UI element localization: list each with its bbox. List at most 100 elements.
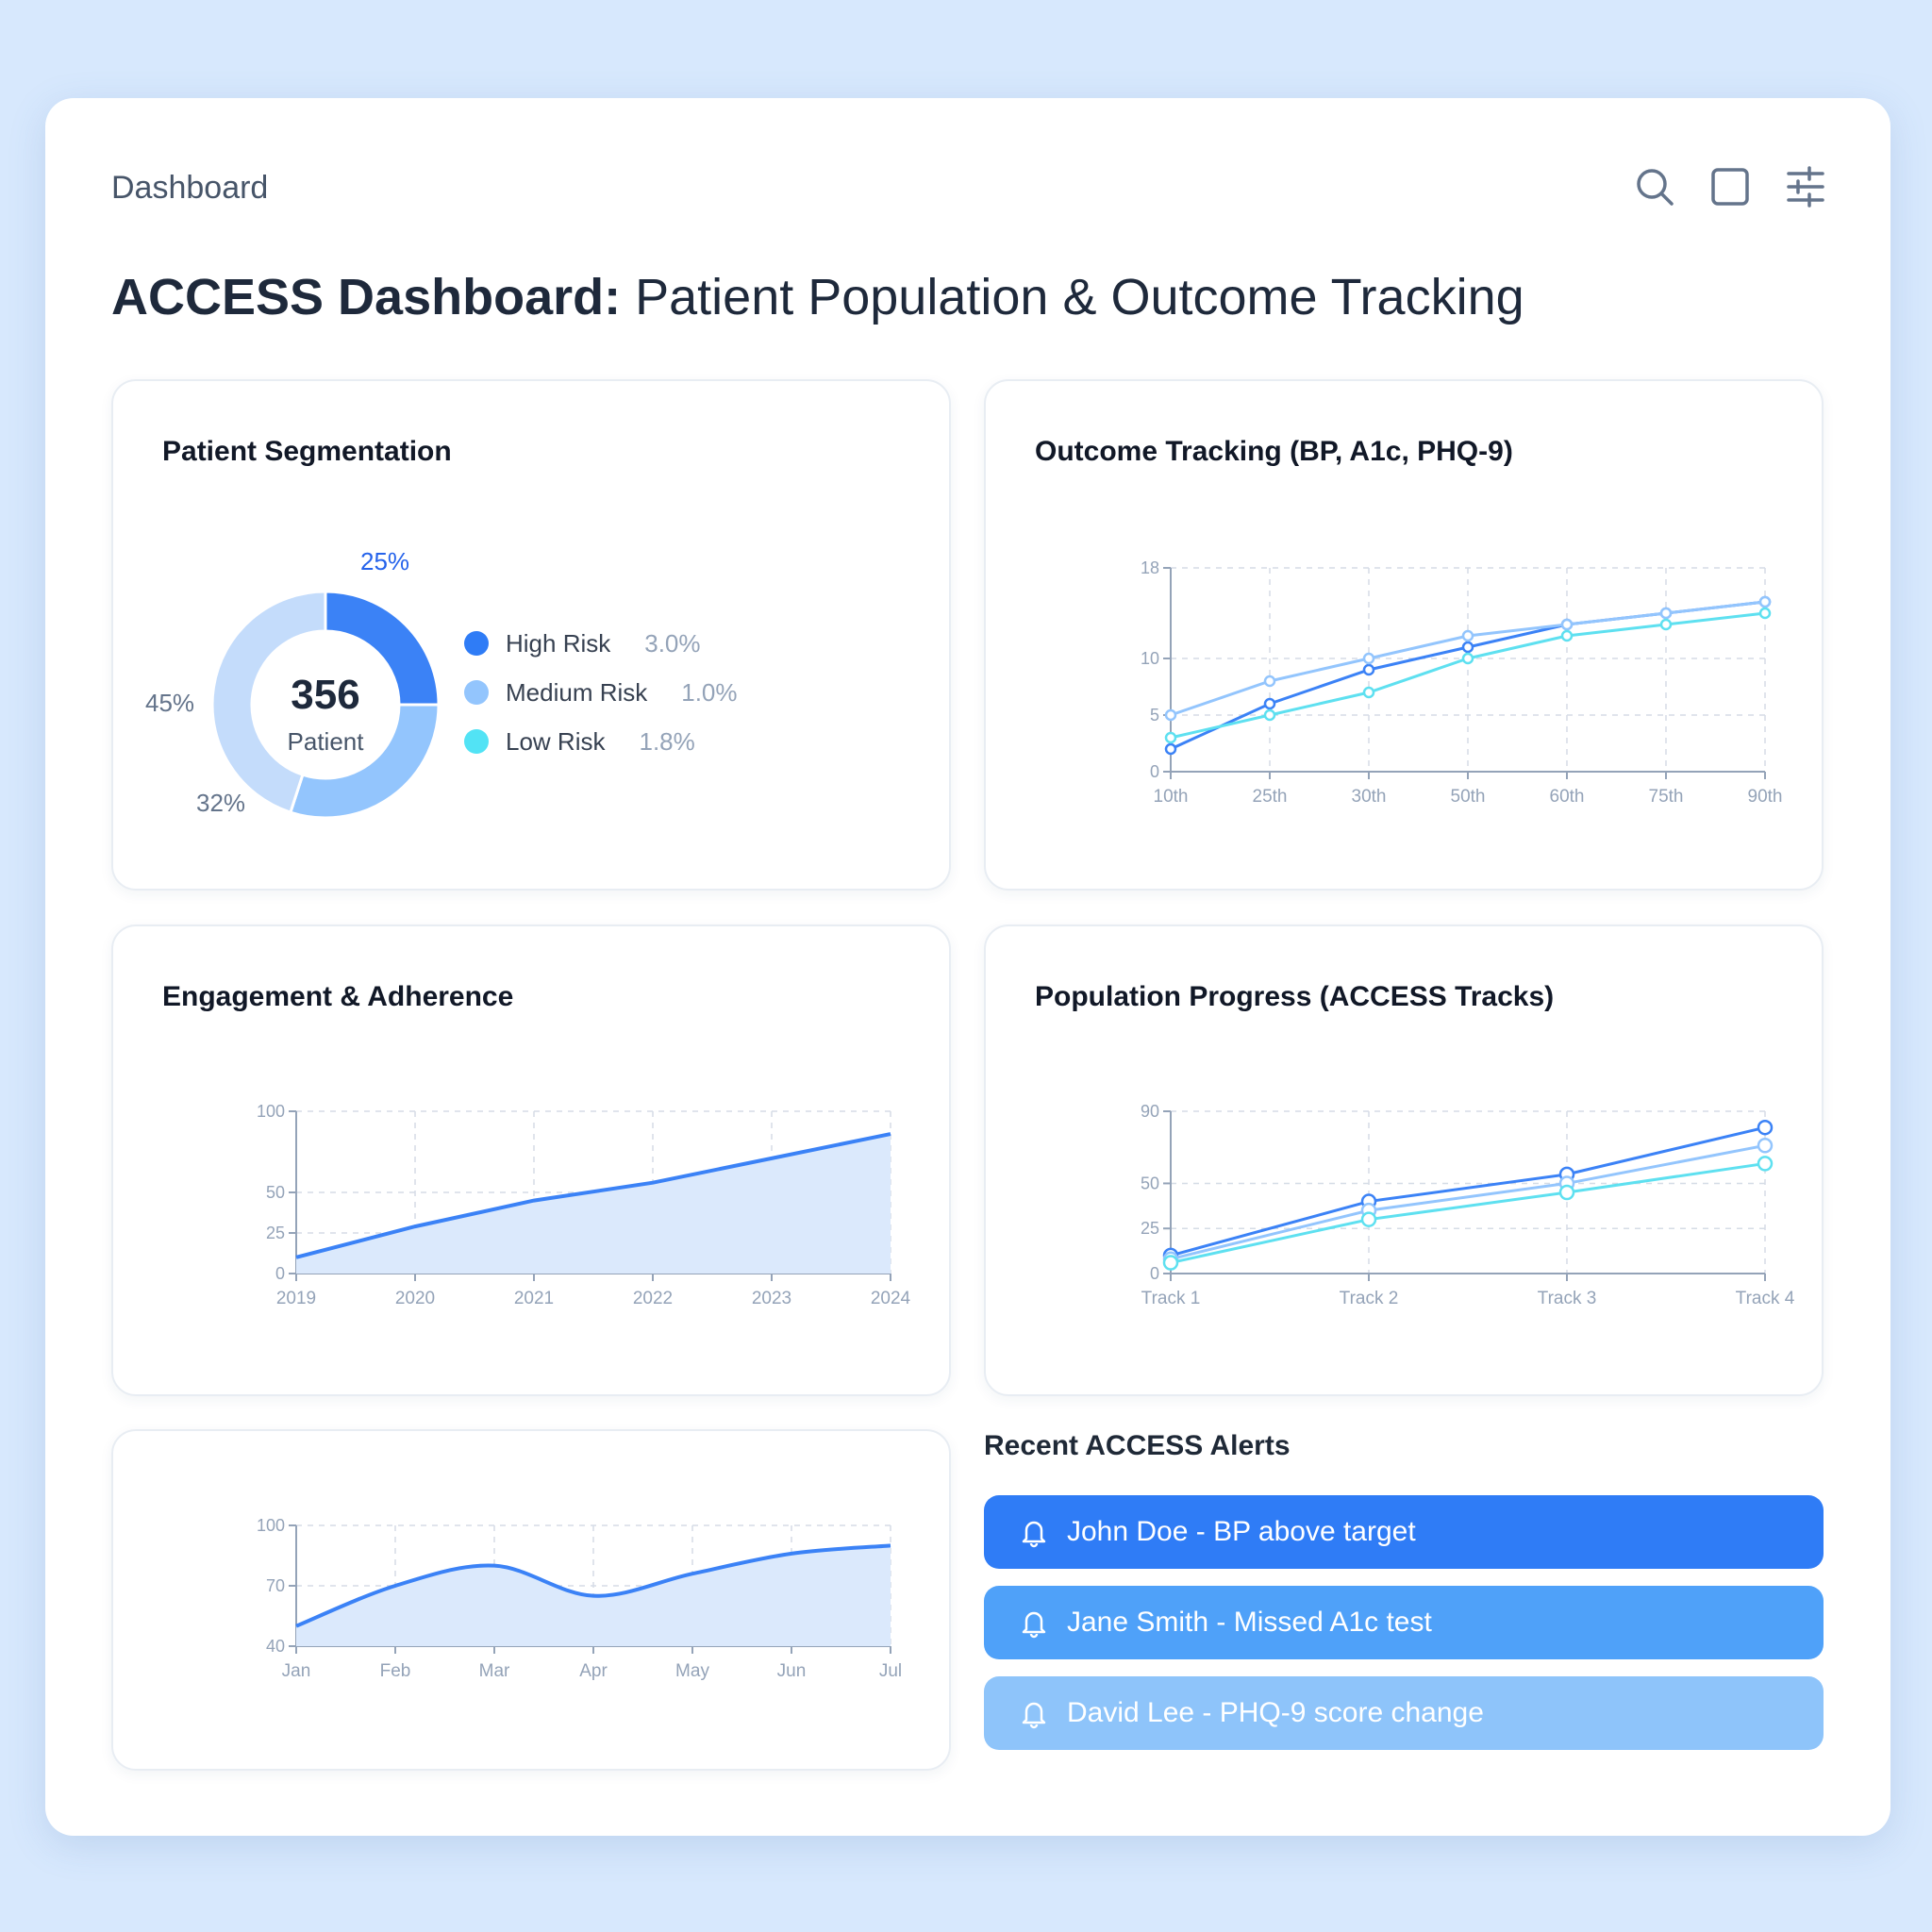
y-tick-label: 50 (266, 1183, 285, 1202)
data-point (1164, 731, 1177, 744)
patient-count-label: Patient (288, 727, 365, 756)
x-tick-label: 75th (1649, 787, 1684, 807)
series-line-2 (1170, 1161, 1766, 1264)
data-point (1758, 595, 1772, 608)
toolbar (1634, 166, 1826, 208)
y-tick-label: 70 (266, 1576, 285, 1595)
page-title: ACCESS Dashboard: Patient Population & O… (111, 268, 1524, 326)
outcome-tracking-card: Outcome Tracking (BP, A1c, PHQ-9) 0 5 10 18… (984, 379, 1824, 891)
x-tick-label: 25th (1253, 787, 1288, 807)
slice-label-high: 25% (360, 547, 410, 575)
x-tick-label: Mar (479, 1661, 510, 1681)
alert-text: Jane Smith - Missed A1c test (1067, 1607, 1432, 1638)
x-tick-label: 2020 (395, 1289, 435, 1308)
card-title: Population Progress (ACCESS Tracks) (1035, 981, 1555, 1012)
series-line-0 (1170, 1125, 1766, 1257)
x-tick-label: Track 1 (1141, 1289, 1201, 1308)
y-tick-label: 25 (1141, 1219, 1159, 1238)
y-tick-label: 5 (1150, 706, 1159, 724)
y-tick-label: 50 (1141, 1174, 1159, 1192)
area-fill (296, 1134, 891, 1274)
x-tick-label: Track 4 (1736, 1289, 1795, 1308)
monthly-area-chart: 40 70 100 Jan Feb Mar Apr May Jun Jul (257, 1516, 902, 1681)
legend-value: 1.0% (681, 677, 738, 707)
y-tick-label: 40 (266, 1637, 285, 1656)
alerts-title: Recent ACCESS Alerts (984, 1430, 1291, 1461)
x-tick-label: Track 2 (1340, 1289, 1399, 1308)
data-point (1758, 607, 1772, 620)
data-point (1263, 708, 1276, 722)
x-tick-label: 60th (1550, 787, 1585, 807)
sliders-icon[interactable] (1785, 166, 1826, 208)
x-tick-label: Jan (282, 1661, 311, 1681)
data-point (1164, 708, 1177, 722)
data-point (1659, 618, 1673, 631)
legend-dot (464, 631, 489, 656)
bell-icon (1022, 1702, 1046, 1729)
donut-slice-1 (289, 703, 441, 820)
data-point (1461, 652, 1474, 665)
data-point (1461, 629, 1474, 642)
patient-count: 356 (291, 672, 359, 718)
slice-label-low: 45% (145, 689, 195, 717)
patient-segmentation-card: Patient Segmentation 356 Patient 25% 32% … (111, 379, 951, 891)
alert-item[interactable]: Jane Smith - Missed A1c test (984, 1586, 1824, 1659)
bell-icon (1022, 1521, 1046, 1548)
alert-item[interactable]: David Lee - PHQ-9 score change (984, 1676, 1824, 1750)
card-title: Outcome Tracking (BP, A1c, PHQ-9) (1035, 436, 1513, 467)
legend-value: 1.8% (639, 726, 695, 756)
data-point (1560, 629, 1574, 642)
data-point (1362, 686, 1375, 699)
data-point (1461, 641, 1474, 654)
data-point (1659, 607, 1673, 620)
data-point (1362, 663, 1375, 676)
series-line-1 (1170, 1143, 1766, 1261)
segmentation-donut-chart: 356 Patient (210, 590, 441, 820)
x-tick-label: May (675, 1661, 709, 1681)
outcome-line-chart: 0 5 10 18 10th 25th 30th 50th 60th 75th 90th (1141, 558, 1783, 807)
data-point (1362, 652, 1375, 665)
data-point (1360, 1211, 1377, 1227)
y-tick-label: 0 (1150, 1264, 1159, 1283)
y-tick-label: 0 (1150, 762, 1159, 781)
x-tick-label: 2023 (752, 1289, 791, 1308)
square-icon[interactable] (1709, 166, 1751, 208)
legend-value: 3.0% (644, 628, 701, 658)
y-tick-label: 90 (1141, 1102, 1159, 1121)
x-tick-label: 2019 (276, 1289, 316, 1308)
bell-icon (1022, 1611, 1046, 1639)
legend-label: Medium Risk (506, 677, 648, 707)
population-line-chart: 0 25 50 90 Track 1 Track 2 Track 3 Track 4 (1141, 1102, 1795, 1308)
x-tick-label: 90th (1748, 787, 1783, 807)
legend-label: Low Risk (506, 726, 606, 756)
data-point (1757, 1119, 1774, 1136)
legend-dot (464, 680, 489, 705)
x-tick-label: Jun (777, 1661, 807, 1681)
data-point (1164, 742, 1177, 756)
search-icon[interactable] (1634, 166, 1675, 208)
alert-item[interactable]: John Doe - BP above target (984, 1495, 1824, 1569)
data-point (1558, 1184, 1575, 1201)
engagement-card: Engagement & Adherence 0 25 50 100 2019 2020 2… (111, 924, 951, 1396)
engagement-area-chart: 0 25 50 100 2019 2020 2021 2022 2023 2024 (257, 1102, 911, 1308)
slice-label-medium: 32% (196, 789, 246, 817)
y-tick-label: 0 (275, 1264, 285, 1283)
alert-text: John Doe - BP above target (1067, 1516, 1416, 1547)
series-line-0 (295, 1132, 891, 1259)
y-tick-label: 100 (257, 1102, 285, 1121)
data-point (1162, 1255, 1179, 1271)
segmentation-legend: High Risk 3.0% Medium Risk 1.0% Low Risk… (464, 619, 738, 766)
legend-item: Medium Risk 1.0% (464, 668, 738, 717)
alert-text: David Lee - PHQ-9 score change (1067, 1697, 1484, 1728)
population-progress-card: Population Progress (ACCESS Tracks) 0 25 5… (984, 924, 1824, 1396)
data-point (1263, 675, 1276, 688)
x-tick-label: 10th (1154, 787, 1189, 807)
x-tick-label: Track 3 (1538, 1289, 1597, 1308)
legend-item: High Risk 3.0% (464, 619, 738, 668)
legend-item: Low Risk 1.8% (464, 717, 738, 766)
y-tick-label: 25 (266, 1224, 285, 1242)
page-title-bold: ACCESS Dashboard: (111, 269, 622, 325)
card-title: Engagement & Adherence (162, 981, 514, 1012)
y-tick-label: 10 (1141, 649, 1159, 668)
breadcrumb[interactable]: Dashboard (111, 170, 269, 206)
